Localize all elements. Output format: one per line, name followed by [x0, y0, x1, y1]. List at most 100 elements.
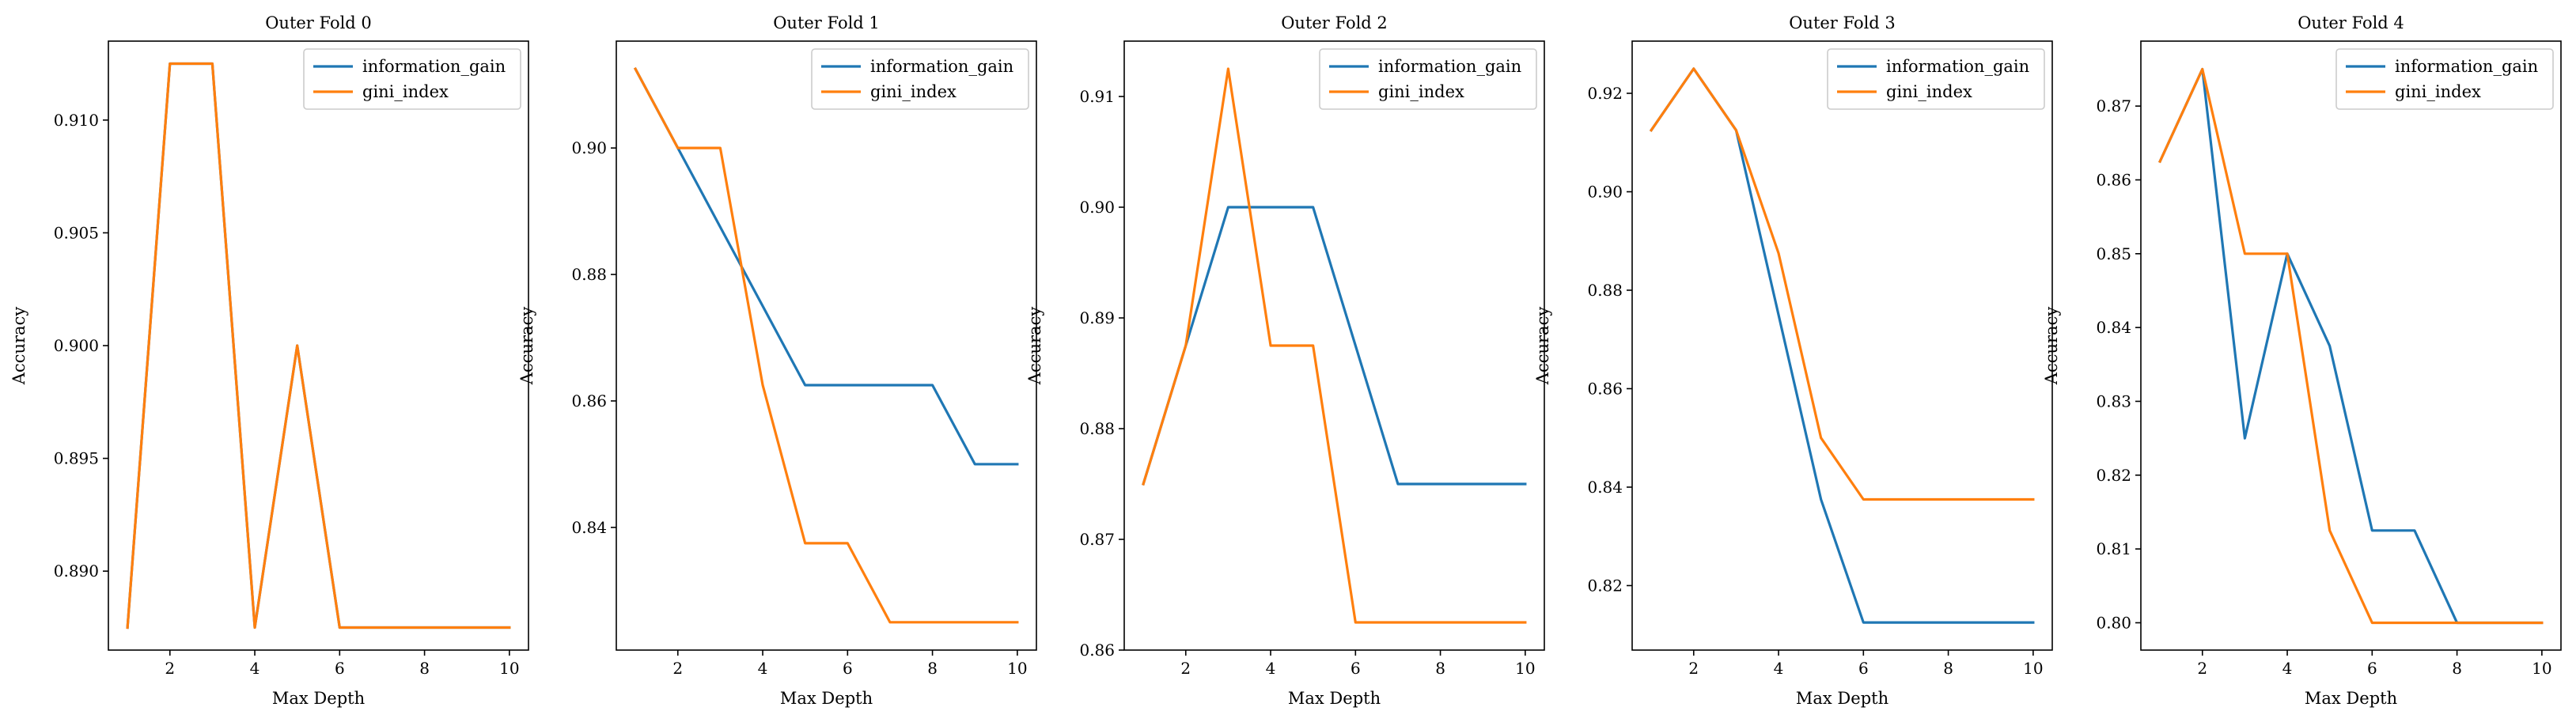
- y-tick-label: 0.905: [54, 223, 99, 242]
- legend: information_gain gini_index: [1319, 48, 1537, 110]
- subplot-4: 2 4 6 8 10 0.80 0.81 0.82 0.83 0.84 0.85 0.86 0.87 Ou…: [2042, 13, 2562, 708]
- subplot-1: 2 4 6 8 10 0.84 0.86 0.88 0.90 Outer Fold 1 Max De…: [517, 13, 1037, 708]
- series-line-information-gain: [1142, 206, 1527, 486]
- x-tick-label: 10: [1007, 659, 1027, 678]
- subplot-0: 2 4 6 8 10 0.890 0.895 0.900 0.905 0.910 Outer Fol…: [9, 13, 529, 708]
- y-tick-label: 0.82: [2096, 466, 2131, 485]
- y-axis-label: Accuracy: [1025, 307, 1044, 386]
- y-tick-label: 0.86: [1079, 641, 1115, 660]
- y-tick-label: 0.92: [1587, 84, 1623, 103]
- x-tick-label: 8: [1943, 659, 1953, 678]
- x-tick-label: 2: [1688, 659, 1699, 678]
- series-line-gini-index: [1142, 67, 1527, 624]
- x-tick-label: 2: [2197, 659, 2207, 678]
- y-axis-label: Accuracy: [1533, 307, 1552, 386]
- legend-box: [1319, 48, 1537, 110]
- x-tick-label: 2: [672, 659, 683, 678]
- legend-box: [2335, 48, 2554, 110]
- x-tick-label: 10: [2532, 659, 2551, 678]
- chart-title: Outer Fold 0: [265, 13, 372, 32]
- y-tick-label: 0.86: [571, 391, 607, 410]
- y-tick-label: 0.84: [1587, 478, 1623, 497]
- legend-label: information_gain: [1886, 57, 2029, 76]
- y-axis-label: Accuracy: [2042, 307, 2061, 386]
- x-tick-label: 6: [843, 659, 853, 678]
- legend-label: gini_index: [2395, 82, 2481, 101]
- x-tick-label: 4: [1266, 659, 1276, 678]
- legend-label: gini_index: [1378, 82, 1464, 101]
- x-tick-label: 4: [250, 659, 260, 678]
- legend-label: gini_index: [362, 82, 449, 101]
- legend-label: information_gain: [362, 57, 506, 76]
- legend-label: gini_index: [870, 82, 957, 101]
- x-tick-label: 8: [927, 659, 938, 678]
- subplot-2: 2 4 6 8 10 0.86 0.87 0.88 0.89 0.90 0.91 Outer Fold…: [1025, 13, 1545, 708]
- y-tick-label: 0.88: [1079, 419, 1115, 438]
- x-tick-label: 8: [2452, 659, 2462, 678]
- legend-label: information_gain: [870, 57, 1013, 76]
- series-line-information-gain: [2158, 67, 2544, 625]
- chart-title: Outer Fold 2: [1281, 13, 1388, 32]
- y-tick-label: 0.86: [2096, 170, 2131, 189]
- series-line-gini-index: [2158, 67, 2544, 625]
- y-tick-label: 0.84: [571, 518, 607, 537]
- y-tick-label: 0.87: [1079, 530, 1115, 549]
- y-tick-label: 0.900: [54, 336, 99, 355]
- y-tick-label: 0.82: [1587, 576, 1623, 595]
- x-axis-label: Max Depth: [1288, 689, 1381, 708]
- y-axis-label: Accuracy: [9, 307, 28, 386]
- legend-label: gini_index: [1886, 82, 1972, 101]
- y-tick-label: 0.83: [2096, 391, 2131, 410]
- y-tick-label: 0.88: [571, 265, 607, 284]
- series-line-gini-index: [126, 62, 511, 630]
- legend-box: [303, 48, 521, 110]
- axes-frame: [1123, 40, 1545, 651]
- x-tick-label: 4: [758, 659, 768, 678]
- chart-title: Outer Fold 1: [773, 13, 880, 32]
- x-axis-label: Max Depth: [780, 689, 873, 708]
- legend-box: [1827, 48, 2045, 110]
- y-tick-label: 0.90: [1079, 198, 1115, 217]
- legend: information_gain gini_index: [303, 48, 521, 110]
- y-tick-label: 0.87: [2096, 96, 2131, 115]
- y-tick-label: 0.88: [1587, 281, 1623, 300]
- axes-frame: [1631, 40, 2053, 651]
- chart-title: Outer Fold 3: [1789, 13, 1896, 32]
- y-tick-label: 0.90: [1587, 182, 1623, 201]
- series-line-information-gain: [126, 62, 511, 630]
- chart-title: Outer Fold 4: [2298, 13, 2404, 32]
- x-tick-label: 6: [1351, 659, 1361, 678]
- series-line-gini-index: [1649, 67, 2035, 501]
- axes-frame: [108, 40, 529, 651]
- x-axis-label: Max Depth: [272, 689, 365, 708]
- x-tick-label: 8: [419, 659, 430, 678]
- y-tick-label: 0.895: [54, 449, 99, 468]
- x-tick-label: 2: [1180, 659, 1191, 678]
- x-tick-label: 6: [1858, 659, 1869, 678]
- y-tick-label: 0.85: [2096, 244, 2131, 263]
- series-line-gini-index: [633, 67, 1019, 624]
- x-tick-label: 4: [2282, 659, 2293, 678]
- y-tick-label: 0.90: [571, 138, 607, 157]
- legend: information_gain gini_index: [1827, 48, 2045, 110]
- x-tick-label: 10: [1515, 659, 1535, 678]
- x-tick-label: 6: [2367, 659, 2377, 678]
- y-tick-label: 0.910: [54, 111, 99, 130]
- y-tick-label: 0.91: [1079, 87, 1115, 106]
- legend-box: [811, 48, 1029, 110]
- x-tick-label: 6: [335, 659, 345, 678]
- x-tick-label: 2: [165, 659, 175, 678]
- subplot-3: 2 4 6 8 10 0.82 0.84 0.86 0.88 0.90 0.92 Outer Fold…: [1533, 13, 2053, 708]
- y-tick-label: 0.84: [2096, 318, 2131, 337]
- x-axis-label: Max Depth: [1796, 689, 1888, 708]
- legend: information_gain gini_index: [811, 48, 1029, 110]
- y-tick-label: 0.86: [1587, 379, 1623, 398]
- axes-frame: [2140, 40, 2562, 651]
- y-axis-label: Accuracy: [517, 307, 536, 386]
- legend-label: information_gain: [1378, 57, 1521, 76]
- y-tick-label: 0.890: [54, 562, 99, 580]
- legend: information_gain gini_index: [2335, 48, 2554, 110]
- x-tick-label: 4: [1774, 659, 1784, 678]
- x-tick-label: 10: [2023, 659, 2043, 678]
